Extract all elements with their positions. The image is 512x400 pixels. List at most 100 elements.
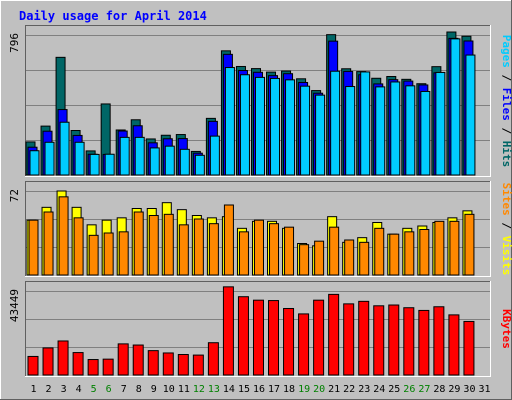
x-tick-label-21: 21 [328,384,340,395]
bar-pages-15 [239,74,250,176]
bar-sites-13 [208,223,219,276]
legend-entry-pages: Pages [500,35,512,68]
legend-hits-files-pages: Pages / Files / Hits [500,35,512,168]
bar-kbytes-24 [373,305,385,376]
bar-sites-5 [88,234,99,276]
bar-sites-18 [284,226,295,276]
bar-sites-20 [314,240,325,276]
x-tick-label-6: 6 [106,384,112,395]
bar-kbytes-17 [268,300,280,376]
bar-sites-15 [238,231,249,276]
bar-sites-21 [329,226,340,276]
bar-kbytes-20 [313,299,325,376]
x-tick-label-26: 26 [403,384,415,395]
legend-entry-files: Files [500,88,512,121]
chart-title: Daily usage for April 2014 [19,9,207,23]
x-tick-label-13: 13 [208,384,220,395]
panel-hits-files-pages: 796 Pages / Files / Hits [8,25,512,177]
x-tick-label-23: 23 [358,384,370,395]
x-tick-label-7: 7 [121,384,127,395]
bar-sites-23 [359,241,370,276]
bar-kbytes-26 [403,307,415,376]
bar-sites-17 [269,223,280,276]
bar-sites-12 [193,218,204,276]
bar-kbytes-1 [27,355,39,376]
bar-kbytes-19 [298,313,310,376]
bar-pages-5 [89,153,100,176]
x-tick-label-1: 1 [31,384,37,395]
bar-sites-8 [133,211,144,276]
x-tick-label-8: 8 [136,384,142,395]
bar-sites-6 [103,232,114,276]
x-tick-label-12: 12 [193,384,205,395]
x-axis-labels: 1 2 3 4 5 6 7 8 9 10 11 12 13 14 15 16 17 18 19 20 21 22 23 24 2… [31,384,491,395]
bar-pages-12 [194,154,205,176]
bar-kbytes-8 [132,344,144,376]
bar-kbytes-29 [448,314,460,376]
x-tick-label-9: 9 [151,384,157,395]
bar-kbytes-21 [328,293,340,376]
x-tick-label-18: 18 [283,384,295,395]
panel-visits-sites: 72 Sites / Visits [8,181,512,277]
x-tick-label-27: 27 [418,384,430,395]
bar-kbytes-14 [222,286,234,376]
bar-sites-26 [404,231,415,276]
bar-kbytes-7 [117,343,129,376]
bar-sites-29 [449,220,460,276]
bar-kbytes-22 [343,303,355,376]
x-tick-label-17: 17 [268,384,280,395]
x-tick-label-3: 3 [61,384,67,395]
bar-sites-27 [419,229,430,276]
bar-pages-14 [224,67,235,176]
bar-sites-3 [58,196,69,276]
bar-kbytes-15 [237,296,249,376]
x-tick-label-16: 16 [253,384,265,395]
bar-pages-26 [405,85,416,176]
x-tick-label-30: 30 [463,384,475,395]
y-max-label: 796 [8,33,21,53]
bar-sites-2 [43,211,54,276]
legend-entry-kbytes: KBytes [500,309,512,349]
x-tick-label-5: 5 [91,384,97,395]
bar-sites-24 [374,227,385,276]
bar-pages-8 [134,136,145,176]
x-tick-label-29: 29 [448,384,460,395]
bar-kbytes-9 [147,350,159,376]
bar-pages-30 [465,54,476,176]
bar-pages-16 [254,76,265,176]
x-tick-label-15: 15 [238,384,250,395]
x-tick-label-20: 20 [313,384,325,395]
bar-kbytes-30 [463,320,475,376]
y-max-label: 72 [8,189,21,202]
bar-sites-25 [389,233,400,276]
legend-entry-visits: Visits [500,236,512,276]
bar-sites-9 [148,215,159,276]
bar-pages-25 [390,81,401,176]
bar-pages-9 [149,147,160,176]
bar-pages-20 [315,94,326,176]
bar-pages-13 [209,135,220,176]
bar-kbytes-2 [42,347,54,376]
legend-entry-hits: Hits [500,141,512,168]
x-tick-label-2: 2 [46,384,52,395]
bar-pages-23 [360,71,371,176]
bar-pages-29 [450,38,461,176]
bar-kbytes-25 [388,304,400,376]
x-tick-label-19: 19 [298,384,310,395]
bar-kbytes-23 [358,300,370,376]
bar-kbytes-27 [418,309,430,376]
bar-kbytes-28 [433,306,445,376]
bar-sites-10 [163,213,174,276]
bar-pages-11 [179,148,190,176]
x-tick-label-25: 25 [388,384,400,395]
bar-kbytes-10 [162,352,174,376]
bar-sites-19 [299,244,310,276]
bar-pages-28 [435,71,446,176]
bar-kbytes-4 [72,352,84,376]
bar-pages-17 [270,77,281,176]
x-tick-label-22: 22 [343,384,355,395]
legend-separator: / [500,216,512,236]
bar-pages-18 [285,79,296,176]
bar-pages-10 [164,145,175,176]
bar-kbytes-5 [87,359,99,376]
